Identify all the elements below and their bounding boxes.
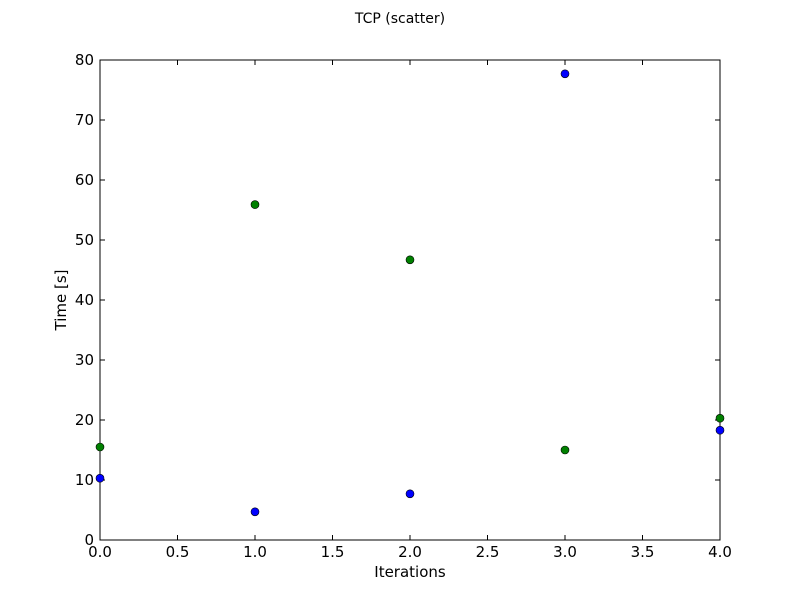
y-tick-label: 40 (75, 291, 94, 309)
data-point-series-1 (95, 473, 105, 483)
data-point-series-1 (405, 489, 415, 499)
data-point-series-2 (715, 413, 725, 423)
data-point-series-1 (250, 507, 260, 517)
data-point-series-1 (715, 425, 725, 435)
data-point-series-2 (560, 445, 570, 455)
x-tick-label: 2.0 (398, 543, 422, 561)
data-point-series-1 (560, 69, 570, 79)
x-tick-label: 1.0 (243, 543, 267, 561)
x-tick-label: 4.0 (708, 543, 732, 561)
x-tick-label: 0.0 (88, 543, 112, 561)
y-axis-label: Time [s] (52, 270, 70, 332)
y-tick-label: 50 (75, 231, 94, 249)
data-point-series-2 (95, 442, 105, 452)
y-tick-label: 80 (75, 51, 94, 69)
y-tick-label: 70 (75, 111, 94, 129)
plot-area (99, 59, 721, 541)
x-tick-label: 0.5 (166, 543, 190, 561)
x-tick-label: 1.5 (321, 543, 345, 561)
x-tick-label: 3.0 (553, 543, 577, 561)
axis-ticks: 0.0 0.5 1.0 1.5 2.0 2.5 3.0 3.5 4.0 0 10 20 30 40 50 60… (75, 51, 732, 561)
x-tick-label: 2.5 (476, 543, 500, 561)
data-point-series-2 (405, 255, 415, 265)
y-tick-label: 0 (84, 531, 94, 549)
x-tick-label: 3.5 (631, 543, 655, 561)
x-axis-label: Iterations (374, 563, 446, 581)
y-tick-label: 60 (75, 171, 94, 189)
chart-title: TCP (scatter) (354, 11, 445, 27)
y-tick-label: 10 (75, 471, 94, 489)
data-points (95, 69, 725, 517)
y-tick-label: 20 (75, 411, 94, 429)
data-point-series-2 (250, 200, 260, 209)
y-tick-label: 30 (75, 351, 94, 369)
